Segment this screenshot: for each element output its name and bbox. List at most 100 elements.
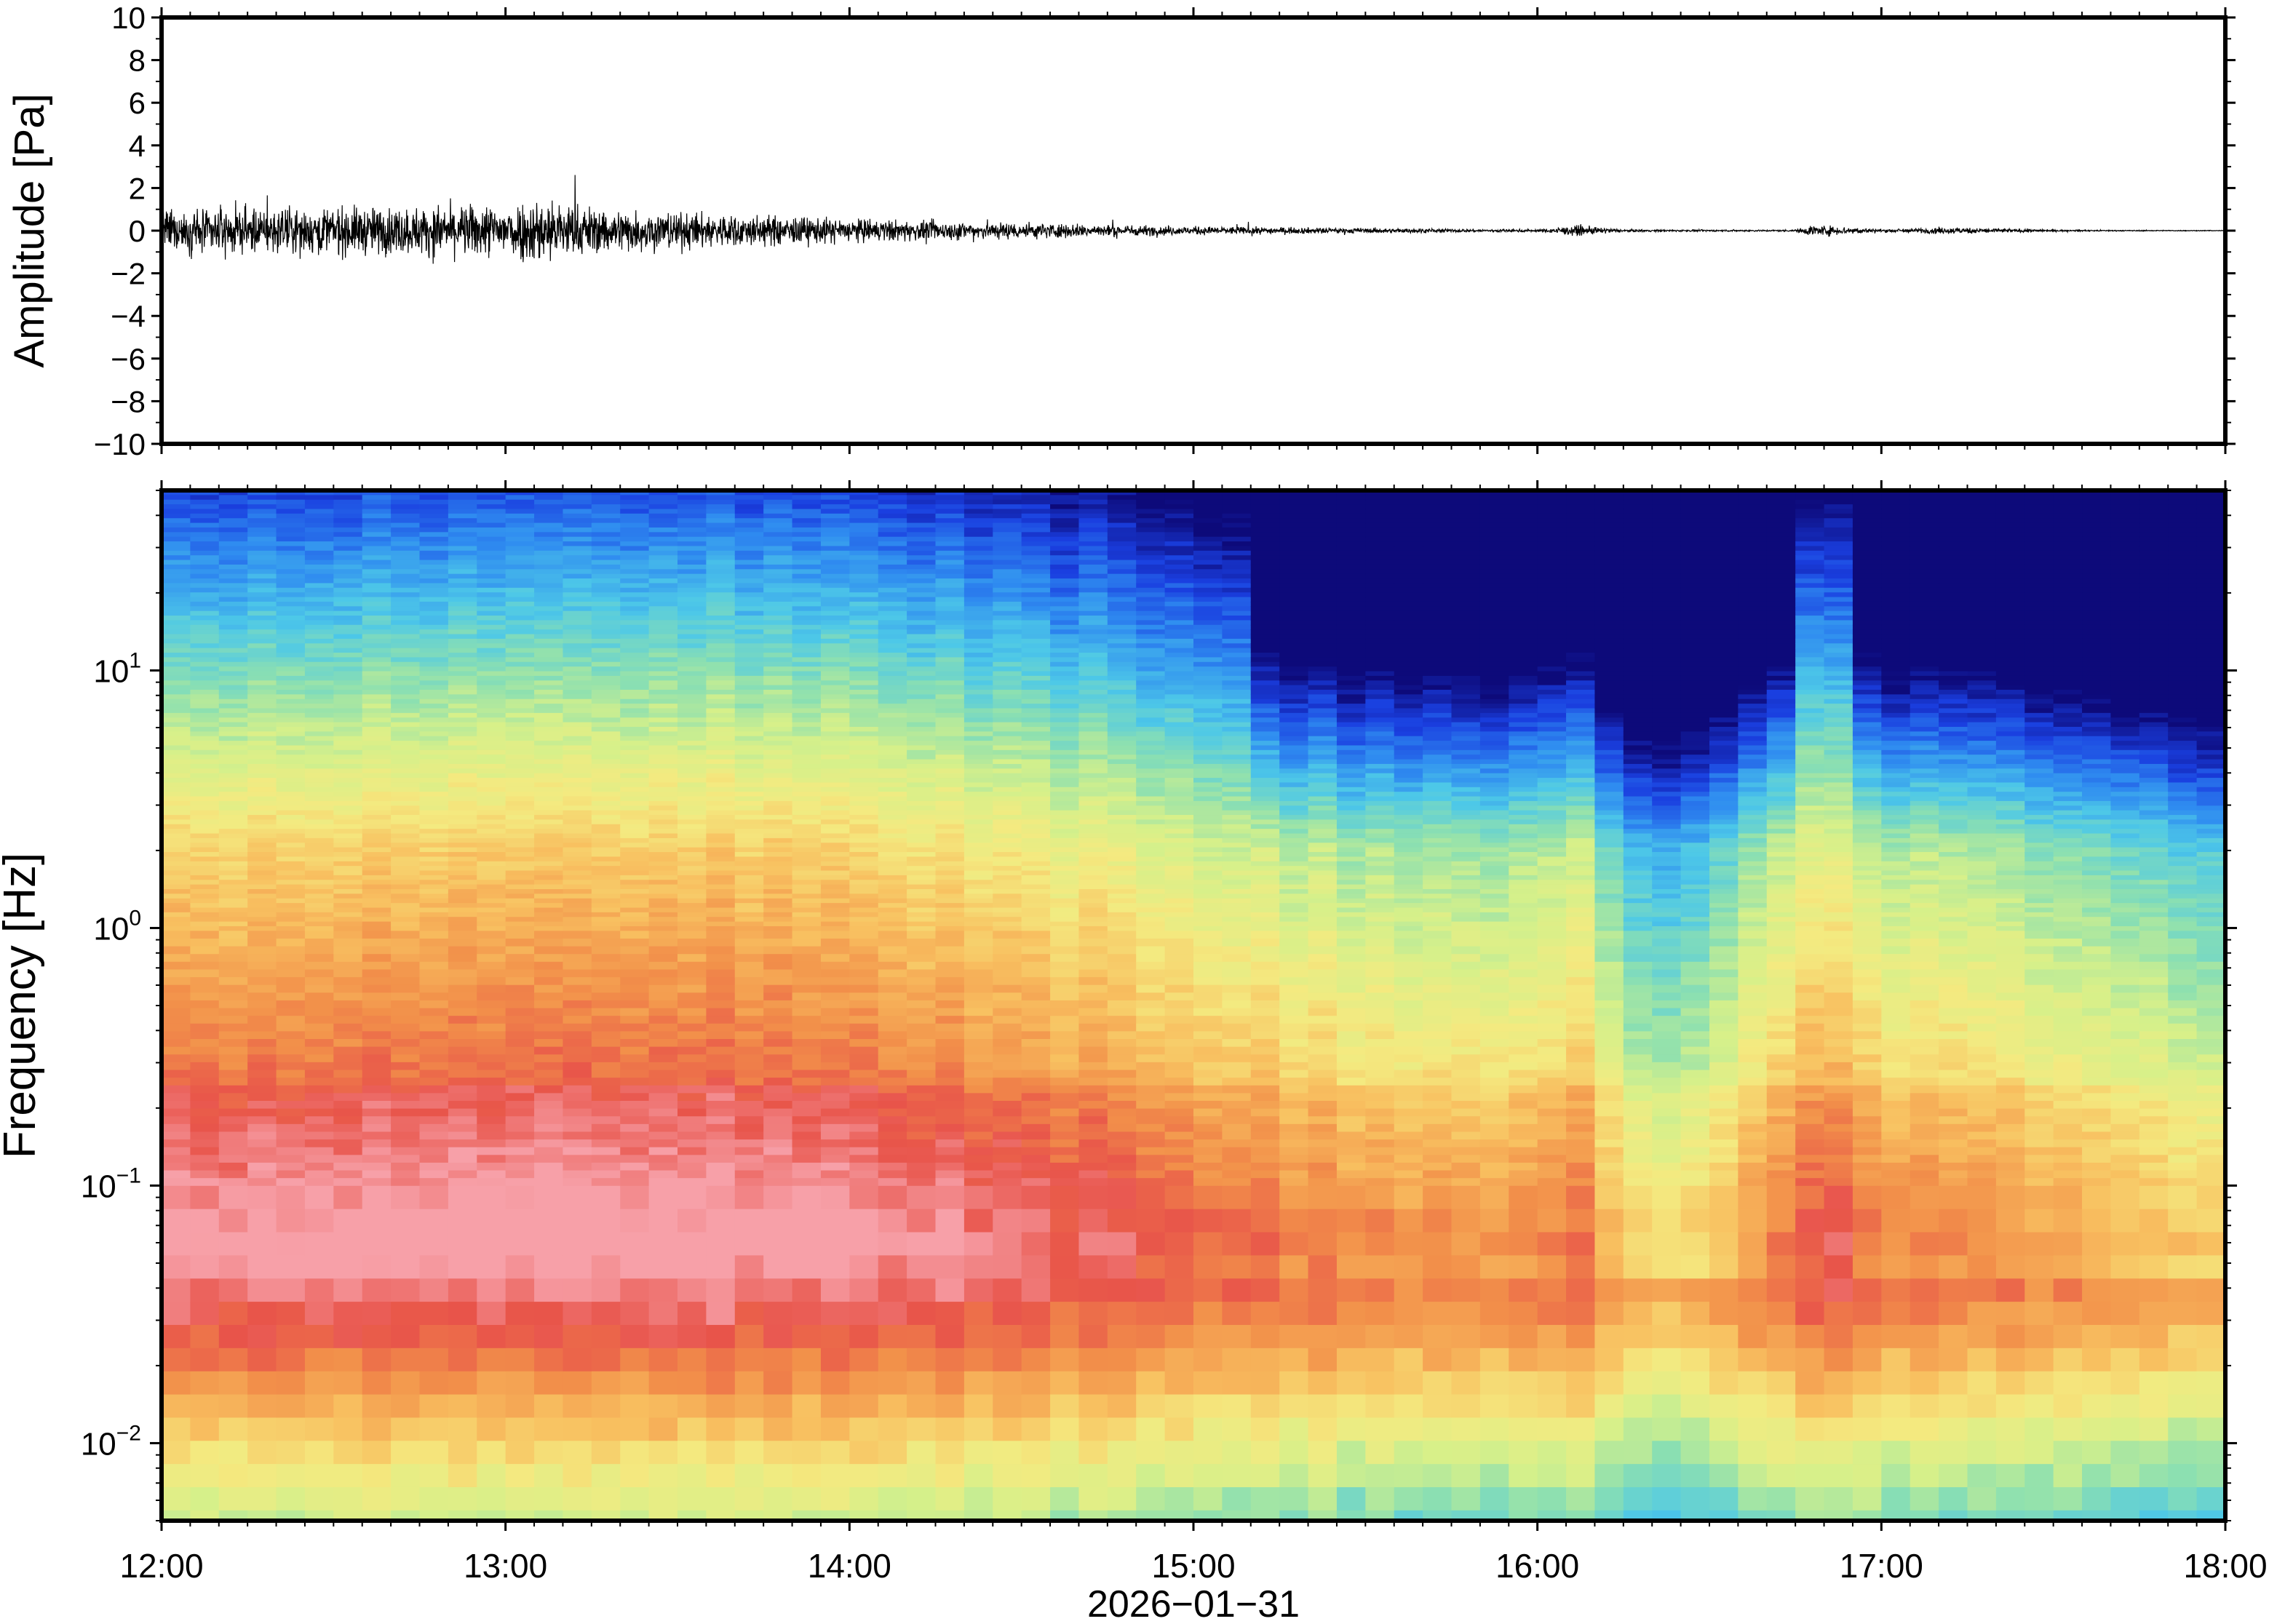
spectrogram-cell (648, 629, 678, 635)
spectrogram-cell (792, 583, 822, 589)
spectrogram-cell (276, 810, 306, 816)
spectrogram-cell (1107, 518, 1137, 524)
spectrogram-cell (1078, 805, 1108, 811)
spectrogram-cell (218, 829, 248, 835)
spectrogram-cell (963, 1054, 994, 1063)
spectrogram-cell (993, 1093, 1022, 1102)
spectrogram-cell (706, 749, 736, 755)
spectrogram-cell (1050, 1008, 1080, 1016)
spectrogram-cell (706, 671, 736, 677)
spectrogram-cell (304, 616, 335, 621)
spectrogram-cell (534, 778, 564, 784)
spectrogram-cell (963, 796, 994, 802)
spectrogram-cell (849, 870, 879, 876)
spectrogram-cell (190, 690, 220, 695)
spectrogram-cell (648, 675, 678, 681)
spectrogram-cell (963, 504, 994, 510)
spectrogram-cell (963, 1008, 994, 1016)
spectrogram-cell (935, 731, 965, 737)
spectrogram-cell (993, 560, 1022, 565)
spectrogram-cell (505, 560, 535, 565)
spectrogram-cell (276, 690, 306, 695)
spectrogram-cell (878, 1108, 907, 1117)
spectrogram-cell (1050, 712, 1080, 718)
spectrogram-cell (706, 532, 736, 538)
spectrogram-cell (304, 1185, 335, 1210)
spectrogram-cell (648, 1302, 678, 1326)
spectrogram-cell (591, 624, 621, 630)
spectrogram-cell (963, 866, 994, 872)
spectrogram-cell (419, 977, 449, 986)
spectrogram-cell (878, 587, 907, 593)
spectrogram-cell (162, 726, 191, 732)
spectrogram-cell (1050, 926, 1080, 931)
spectrogram-cell (162, 616, 191, 621)
spectrogram-cell (362, 564, 392, 570)
spectrogram-cell (849, 726, 879, 732)
spectrogram-cell (734, 861, 764, 867)
spectrogram-cell (907, 843, 937, 848)
spectrogram-cell (1078, 768, 1108, 774)
spectrogram-cell (935, 601, 965, 607)
spectrogram-cell (190, 1348, 220, 1372)
spectrogram-cell (993, 796, 1022, 802)
spectrogram-cell (505, 1185, 535, 1210)
spectrogram-cell (162, 708, 191, 714)
spectrogram-cell (162, 536, 191, 542)
spectrogram-cell (1078, 1070, 1108, 1078)
spectrogram-cell (963, 1162, 994, 1171)
spectrogram-cell (218, 509, 248, 514)
spectrogram-cell (849, 717, 879, 723)
spectrogram-cell (963, 917, 994, 923)
spectrogram-cell (820, 648, 851, 653)
spectrogram-cell (907, 1324, 937, 1349)
spectrogram-cell (849, 880, 879, 885)
spectrogram-cell (706, 1131, 736, 1140)
spectrogram-cell (448, 694, 478, 700)
spectrogram-cell (190, 1116, 220, 1125)
spectrogram-cell (304, 1302, 335, 1326)
spectrogram-cell (505, 1324, 535, 1349)
spectrogram-cell (849, 712, 879, 718)
spectrogram-cell (907, 893, 937, 899)
spectrogram-cell (477, 1348, 506, 1372)
spectrogram-cell (763, 759, 793, 765)
spectrogram-cell (620, 843, 650, 848)
spectrogram-cell (477, 717, 506, 723)
spectrogram-cell (706, 1031, 736, 1040)
spectrogram-cell (362, 550, 392, 556)
spectrogram-cell (734, 749, 764, 755)
spectrogram-cell (677, 671, 707, 677)
spectrogram-cell (993, 1232, 1022, 1256)
spectrogram-cell (419, 532, 449, 538)
spectrogram-cell (734, 541, 764, 547)
spectrogram-cell (247, 1278, 277, 1302)
spectrogram-cell (419, 875, 449, 880)
spectrogram-cell (620, 1062, 650, 1071)
spectrogram-cell (878, 884, 907, 890)
spectrogram-cell (333, 898, 363, 904)
spectrogram-cell (648, 685, 678, 690)
spectrogram-cell (792, 698, 822, 704)
spectrogram-cell (218, 1464, 248, 1488)
spectrogram-cell (935, 504, 965, 510)
spectrogram-cell (849, 824, 879, 829)
spectrogram-cell (734, 620, 764, 626)
spectrogram-cell (218, 560, 248, 565)
spectrogram-cell (706, 824, 736, 829)
spectrogram-cell (763, 573, 793, 579)
spectrogram-cell (706, 907, 736, 913)
spectrogram-cell (162, 1062, 191, 1071)
spectrogram-cell (477, 1031, 506, 1040)
spectrogram-cell (677, 755, 707, 760)
spectrogram-cell (1078, 536, 1108, 542)
spectrogram-cell (1021, 573, 1051, 579)
spectrogram-cell (391, 680, 421, 686)
spectrogram-cell (534, 829, 564, 835)
spectrogram-cell (333, 704, 363, 709)
spectrogram-cell (677, 550, 707, 556)
spectrogram-cell (734, 917, 764, 923)
spectrogram-cell (677, 1510, 707, 1521)
spectrogram-cell (1078, 708, 1108, 714)
spectrogram-cell (304, 1255, 335, 1279)
